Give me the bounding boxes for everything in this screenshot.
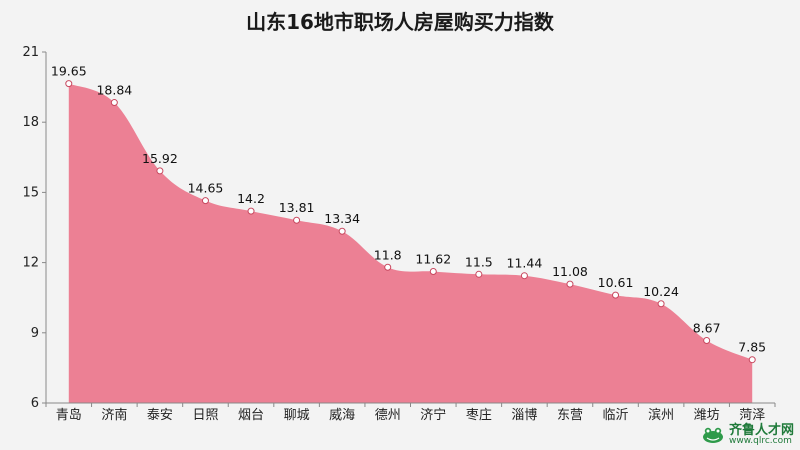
data-point (293, 216, 301, 224)
data-label: 8.67 (693, 321, 721, 336)
data-point (475, 270, 483, 278)
x-tick-label: 济宁 (420, 407, 446, 423)
data-label: 11.8 (374, 247, 402, 262)
data-label: 11.08 (552, 264, 588, 279)
frog-logo-icon (702, 427, 723, 443)
x-tick-label: 济南 (101, 407, 127, 423)
data-point (65, 80, 73, 88)
data-point (429, 267, 437, 275)
data-label: 13.81 (279, 200, 315, 215)
x-tick-label: 德州 (375, 408, 401, 423)
watermark-name: 齐鲁人才网 (728, 423, 794, 438)
x-tick-label: 聊城 (284, 408, 310, 423)
area-fill (68, 83, 753, 403)
data-point (520, 272, 528, 280)
y-tick-label: 21 (22, 45, 39, 60)
data-label: 11.44 (507, 256, 543, 271)
data-point (566, 280, 574, 288)
data-label: 19.65 (51, 64, 87, 79)
data-point (110, 99, 118, 107)
x-tick-label: 临沂 (603, 408, 629, 423)
data-point (156, 167, 164, 175)
data-label: 10.61 (598, 275, 634, 290)
data-point (612, 291, 620, 299)
data-label: 14.65 (188, 181, 224, 196)
data-label: 13.34 (324, 211, 360, 226)
data-label: 18.84 (96, 83, 132, 98)
x-tick-label: 青岛 (56, 407, 82, 423)
watermark: 齐鲁人才网 www.qlrc.com (701, 424, 794, 446)
x-tick-label: 威海 (329, 408, 355, 423)
x-tick-label: 潍坊 (694, 408, 720, 423)
x-tick-label: 淄博 (511, 408, 537, 423)
y-tick-label: 12 (22, 256, 39, 271)
watermark-url: www.qlrc.com (728, 436, 792, 446)
data-label: 14.2 (237, 191, 265, 206)
x-tick-label: 日照 (192, 408, 218, 423)
data-point (338, 227, 346, 235)
data-label: 7.85 (738, 340, 766, 355)
data-point (657, 300, 665, 308)
y-tick-label: 6 (31, 396, 39, 411)
data-point (247, 207, 255, 215)
x-tick-label: 枣庄 (466, 407, 492, 423)
x-tick-label: 菏泽 (739, 408, 765, 423)
data-point (201, 197, 209, 205)
x-tick-label: 东营 (557, 408, 583, 423)
x-tick-label: 滨州 (648, 407, 674, 423)
data-label: 10.24 (643, 284, 679, 299)
data-label: 11.62 (415, 251, 451, 266)
y-tick-label: 15 (22, 185, 39, 200)
y-tick-label: 9 (31, 326, 39, 341)
x-tick-label: 泰安 (147, 408, 173, 423)
data-label: 11.5 (465, 254, 493, 269)
data-point (384, 263, 392, 271)
data-label: 15.92 (142, 151, 178, 166)
data-point (703, 337, 711, 345)
x-tick-label: 烟台 (238, 408, 264, 423)
data-point (748, 356, 756, 364)
chart-title: 山东16地市职场人房屋购买力指数 (246, 10, 554, 34)
y-tick-label: 18 (22, 115, 39, 130)
